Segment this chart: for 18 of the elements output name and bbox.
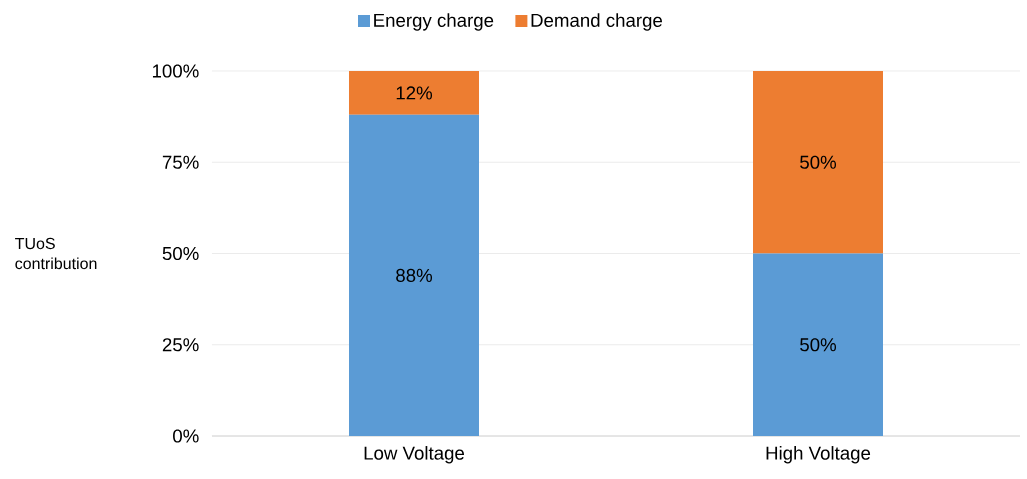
data-label: 50% xyxy=(800,338,837,352)
legend-label: Energy charge xyxy=(374,13,494,31)
data-label: 88% xyxy=(396,268,433,283)
x-tick-label: High Voltage xyxy=(766,446,871,464)
y-tick-label: 75% xyxy=(162,155,199,169)
data-label: 50% xyxy=(800,155,837,169)
y-tick-label: 25% xyxy=(162,338,199,352)
bar xyxy=(349,114,479,436)
y-tick-label: 100% xyxy=(152,64,199,78)
bar xyxy=(753,253,883,436)
bar xyxy=(753,71,883,254)
data-label: 12% xyxy=(396,86,433,100)
legend-label: Demand charge xyxy=(531,13,663,31)
y-axis-title: TUoS contribution xyxy=(15,237,97,270)
bar xyxy=(349,71,479,115)
y-tick-label: 0% xyxy=(173,429,199,443)
y-tick-label: 50% xyxy=(162,246,199,261)
x-tick-label: Low Voltage xyxy=(364,446,465,464)
